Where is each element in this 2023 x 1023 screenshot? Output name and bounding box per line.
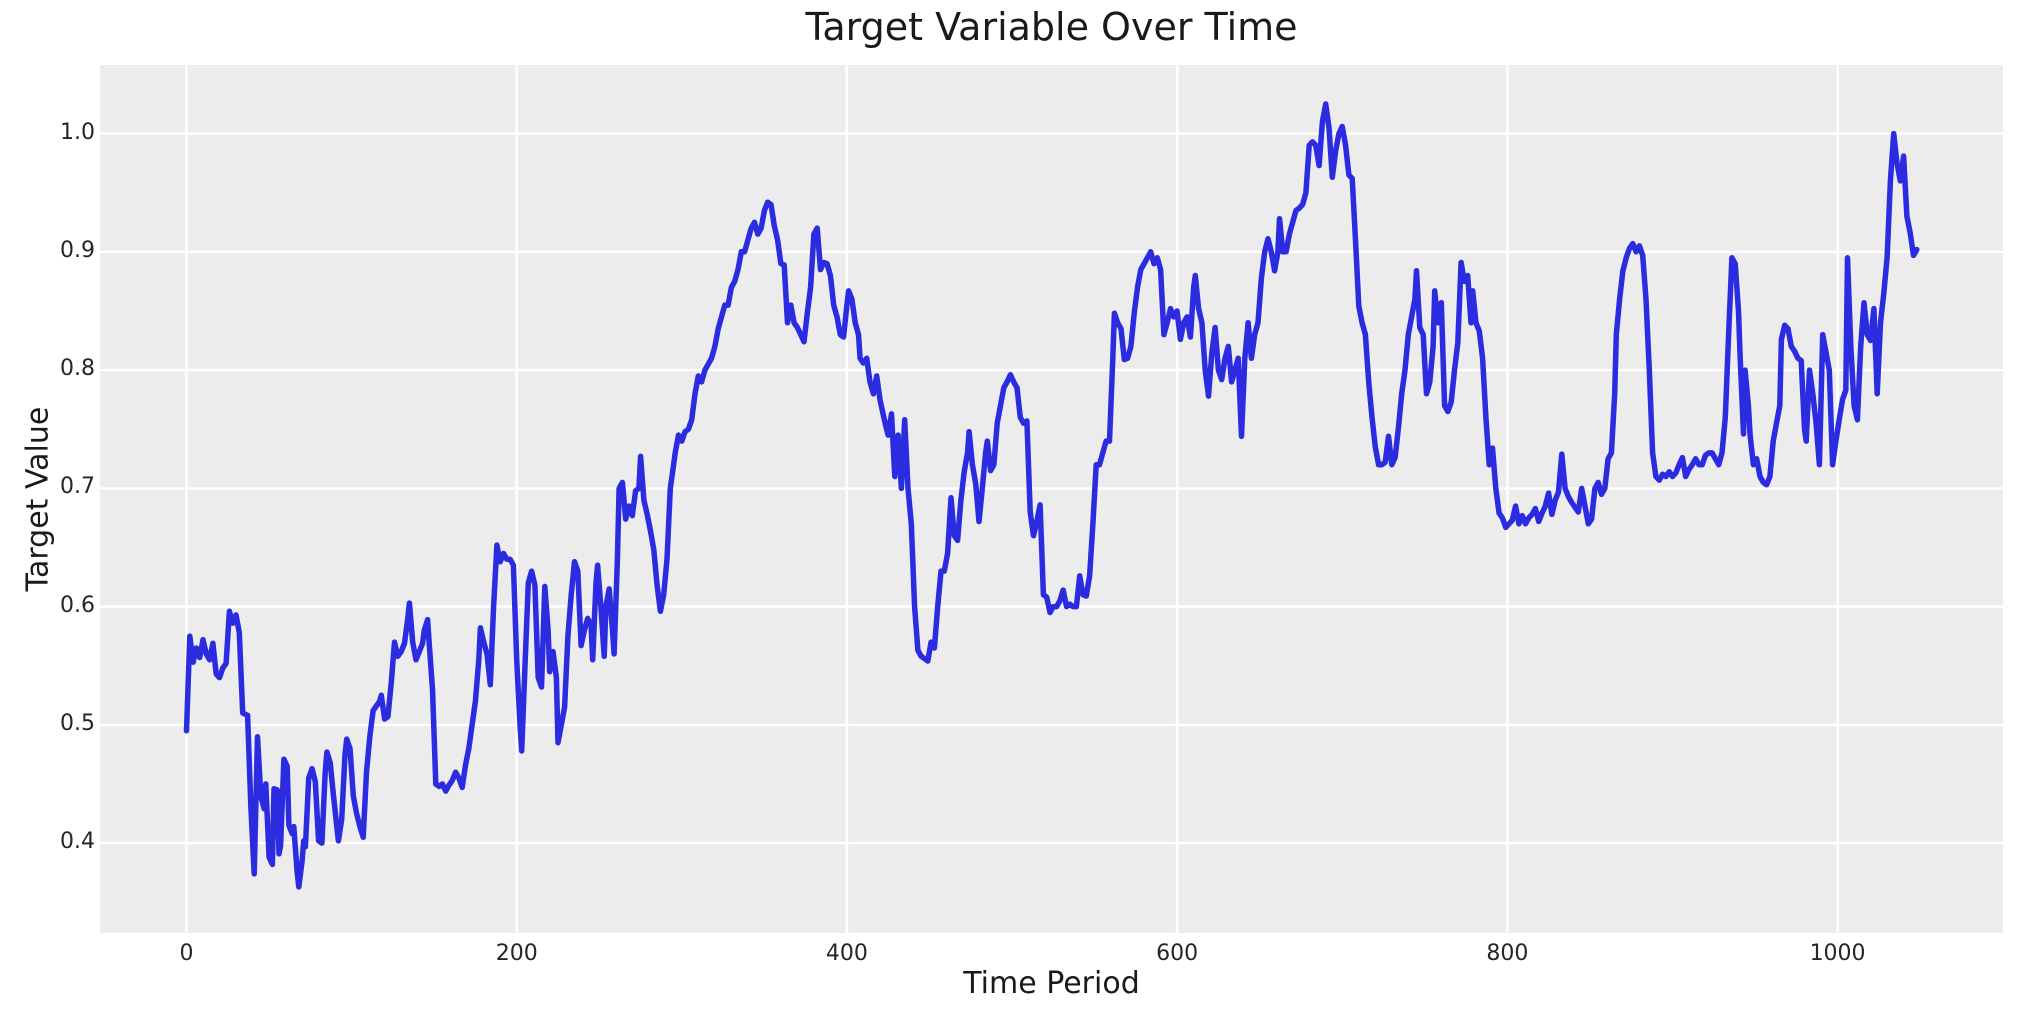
x-tick-label: 400 (825, 941, 868, 966)
y-tick-label: 0.8 (60, 356, 95, 382)
y-tick-label: 0.5 (60, 710, 95, 736)
y-tick-label: 0.7 (60, 474, 95, 500)
plot-area (100, 65, 2003, 933)
x-tick-label: 0 (179, 941, 194, 966)
x-tick-label: 1000 (1809, 941, 1866, 966)
x-axis-label: Time Period (963, 966, 1140, 1001)
y-axis-label: Target Value (20, 406, 56, 592)
x-tick-label: 200 (495, 941, 538, 966)
y-tick-label: 0.4 (60, 829, 95, 855)
y-tick-label: 0.9 (60, 237, 95, 263)
x-tick-label: 800 (1486, 941, 1529, 966)
y-tick-label: 1.0 (60, 119, 95, 145)
target-variable-line (183, 101, 1920, 890)
y-tick-label: 0.6 (60, 592, 95, 618)
chart-title: Target Variable Over Time (805, 5, 1298, 49)
line-chart-canvas (100, 65, 2003, 933)
x-tick-label: 600 (1156, 941, 1199, 966)
